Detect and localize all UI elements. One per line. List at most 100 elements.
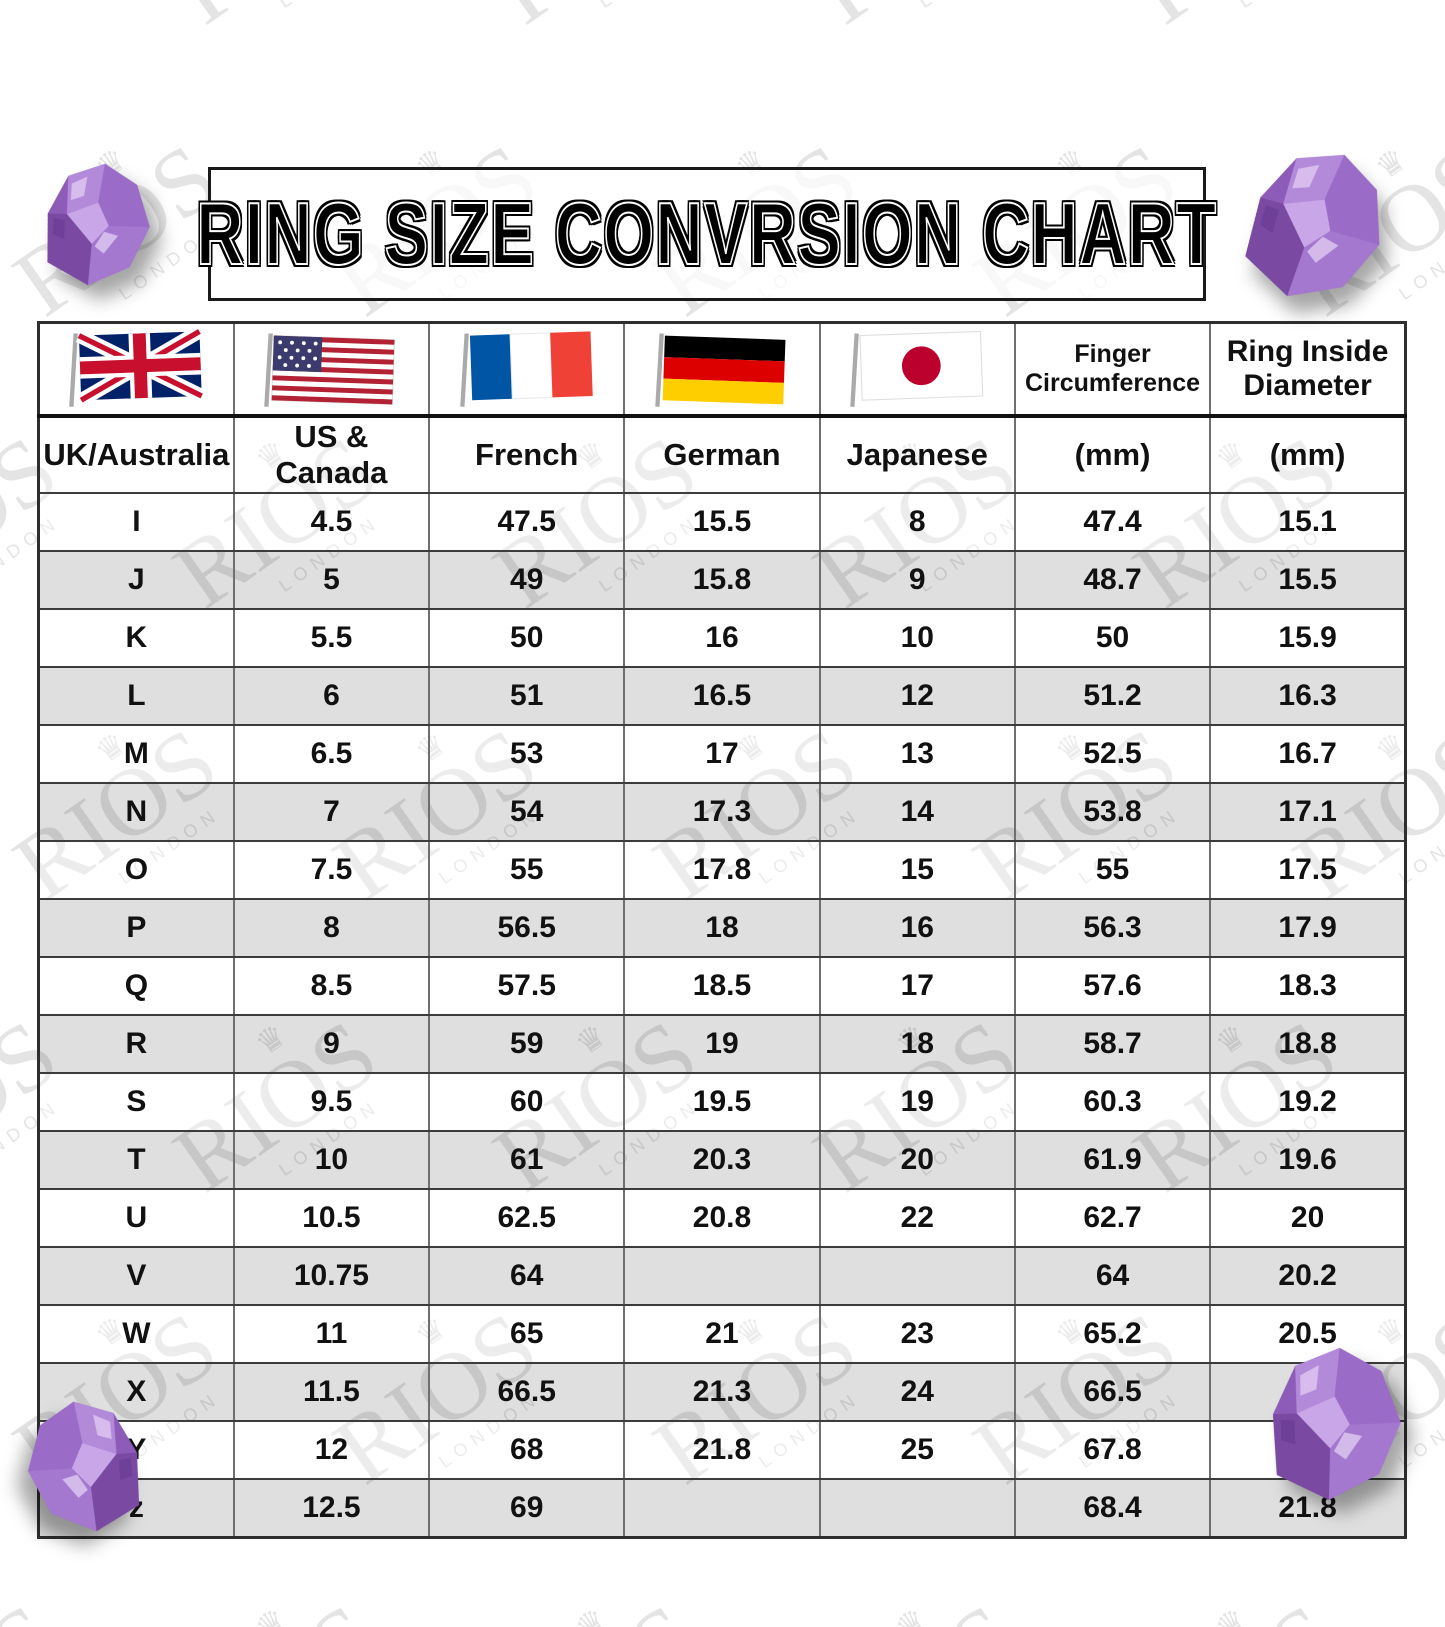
column-label-circumference-mm: (mm) [1013,415,1212,494]
size-value-cell: 13 [818,724,1016,784]
size-value-cell [623,1246,821,1306]
size-value-cell: 17.5 [1209,840,1407,900]
column-label-german: German [623,415,821,494]
watermark-brand: RIOS [467,0,724,47]
size-value-cell: 17 [818,956,1016,1016]
size-value-cell: 7 [232,782,431,842]
finger-circumference-label: Finger Circumference [1025,340,1201,397]
size-value-cell: 10.5 [232,1188,431,1248]
uk-flag-cell [37,321,235,418]
size-value-cell: 15.5 [623,492,821,552]
size-value-cell: 15 [818,840,1016,900]
size-value-cell: 53 [428,724,626,784]
size-value-cell [818,1246,1016,1306]
size-value-cell: 21 [623,1304,821,1364]
size-value-cell: 11 [232,1304,431,1364]
size-value-cell: 24 [818,1362,1016,1422]
size-value-cell: 52.5 [1013,724,1212,784]
ring-inside-diameter-header: Ring Inside Diameter [1209,321,1407,418]
us-flag-icon [236,324,427,412]
size-value-cell: 61 [428,1130,626,1190]
size-value-cell: 60.3 [1013,1072,1212,1132]
table-row: W 11 65 21 23 65.2 20.5 [37,1304,1407,1364]
size-value-cell: 20 [818,1130,1016,1190]
table-row: Q 8.5 57.5 18.5 17 57.6 18.3 [37,956,1407,1016]
flag-header-row: Finger Circumference Ring Inside Diamete… [37,321,1407,418]
france-flag-cell [428,321,626,418]
watermark-sub: LONDON [0,0,117,48]
uk-size-letter: P [37,898,235,958]
amethyst-crystal-top-left [15,143,164,301]
size-value-cell: 23 [818,1304,1016,1364]
watermark-brand: RIOS [1435,415,1445,629]
size-value-cell: 10.75 [232,1246,431,1306]
uk-size-letter: O [37,840,235,900]
size-value-cell: 53.8 [1013,782,1212,842]
size-value-cell: 9 [818,550,1016,610]
watermark-crown-icon: ♛ [0,1543,60,1627]
uk-size-letter: M [37,724,235,784]
watermark-brand: RIOS [787,0,1044,47]
japan-flag-icon [822,324,1013,412]
watermark-brand: RIOS [1427,1581,1445,1627]
uk-size-letter: R [37,1014,235,1074]
size-value-cell: 47.4 [1013,492,1212,552]
table-row: N 7 54 17.3 14 53.8 17.1 [37,782,1407,842]
watermark-brand: RIOS [1435,999,1445,1213]
watermark-brand: RIOS [1107,1581,1364,1627]
size-value-cell: 48.7 [1013,550,1212,610]
column-label-japanese: Japanese [818,415,1016,494]
size-value-cell: 57.6 [1013,956,1212,1016]
size-value-cell: 18.8 [1209,1014,1407,1074]
size-value-cell: 17.1 [1209,782,1407,842]
size-value-cell: 5 [232,550,431,610]
size-value-cell: 20 [1209,1188,1407,1248]
size-value-cell: 19.6 [1209,1130,1407,1190]
table-row: U 10.5 62.5 20.8 22 62.7 20 [37,1188,1407,1248]
size-value-cell: 10 [818,608,1016,668]
size-value-cell: 12.5 [232,1478,431,1539]
size-value-cell: 50 [1013,608,1212,668]
size-value-cell: 12 [818,666,1016,726]
size-value-cell: 58.7 [1013,1014,1212,1074]
size-value-cell: 20.3 [623,1130,821,1190]
watermark-crown-icon: ♛ [888,1600,933,1627]
uk-size-letter: W [37,1304,235,1364]
size-value-cell: 22 [818,1188,1016,1248]
size-value-cell: 57.5 [428,956,626,1016]
size-value-cell: 18.3 [1209,956,1407,1016]
uk-size-letter: J [37,550,235,610]
size-value-cell: 9 [232,1014,431,1074]
size-value-cell: 50 [428,608,626,668]
table-header: Finger Circumference Ring Inside Diamete… [37,321,1407,494]
size-value-cell: 16.3 [1209,666,1407,726]
uk-size-letter: V [37,1246,235,1306]
amethyst-crystal-bottom-right [1225,1324,1427,1520]
page-title: RING SIZE CONVRSION CHART [196,183,1218,284]
size-value-cell: 15.5 [1209,550,1407,610]
size-value-cell: 17 [623,724,821,784]
size-value-cell: 55 [428,840,626,900]
size-value-cell: 54 [428,782,626,842]
size-value-cell: 14 [818,782,1016,842]
watermark-crown-icon: ♛ [568,1600,613,1627]
watermark-brand: RIOS [0,1581,84,1627]
size-value-cell: 19 [818,1072,1016,1132]
size-value-cell: 55 [1013,840,1212,900]
size-value-cell: 15.8 [623,550,821,610]
watermark-sub: LONDON [862,0,1077,48]
japan-flag-cell [818,321,1016,418]
size-value-cell: 65.2 [1013,1304,1212,1364]
size-value-cell: 56.5 [428,898,626,958]
watermark-brand: RIOS [147,1581,404,1627]
